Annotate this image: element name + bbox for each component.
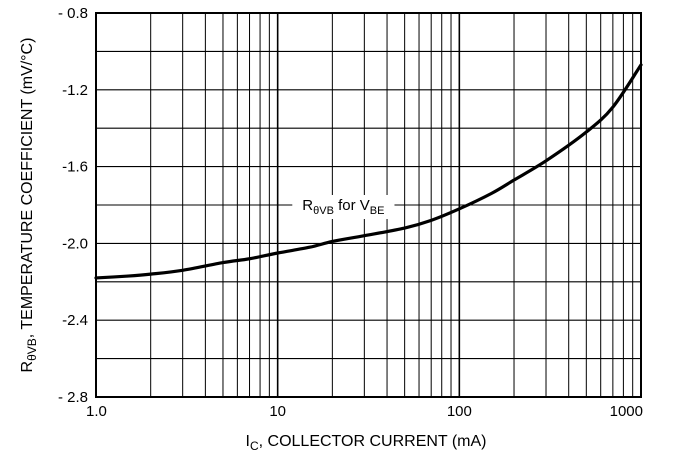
y-tick-label: - 0.8 [58, 5, 88, 22]
x-tick-label: 1000 [610, 403, 643, 420]
x-axis-title: IC, COLLECTOR CURRENT (mA) [246, 433, 487, 453]
y-tick-label: - 2.8 [58, 389, 88, 406]
plot-frame [95, 12, 642, 398]
annotation: RθVB for VBE [292, 195, 395, 219]
annotation-background [292, 195, 395, 219]
x-tick-label: 100 [447, 403, 472, 420]
series-line [94, 63, 643, 280]
y-tick-labels: - 0.8 -1.2 -1.6 -2.0 -2.4 - 2.8 [58, 5, 88, 406]
y-axis-title: RθVB, TEMPERATURE COEFFICIENT (mV/°C) [19, 38, 39, 373]
annotation-label: RθVB for VBE [302, 197, 384, 217]
y-tick-label: -1.2 [62, 82, 88, 99]
y-tick-label: -1.6 [62, 159, 88, 176]
x-tick-labels: 1.0 10 100 1000 [86, 403, 643, 420]
y-tick-label: -2.0 [62, 235, 88, 252]
y-tick-label: -2.4 [62, 312, 88, 329]
x-tick-label: 1.0 [86, 403, 107, 420]
x-tick-label: 10 [269, 403, 286, 420]
